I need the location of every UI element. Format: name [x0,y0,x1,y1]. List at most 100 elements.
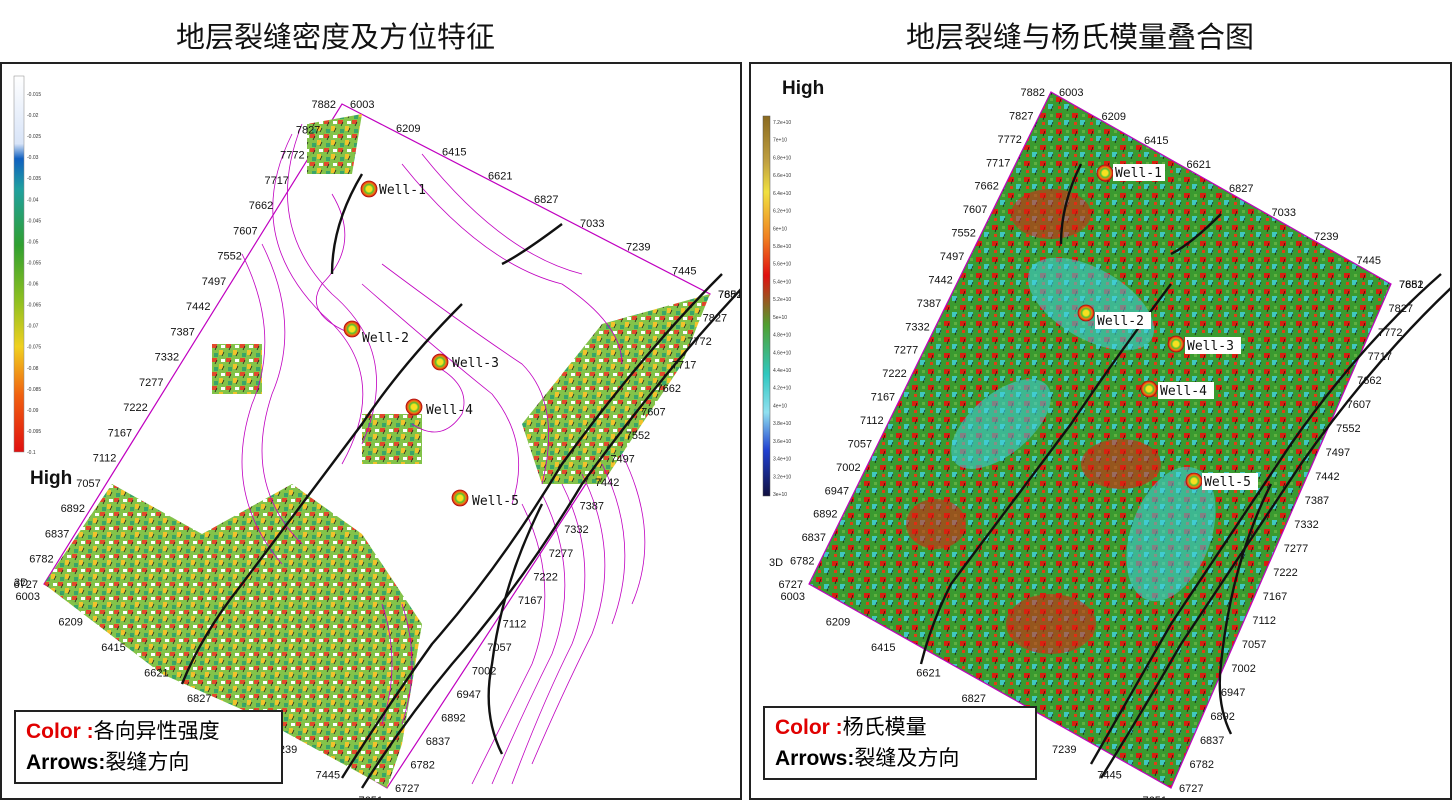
top-edge-label: 6415 [442,147,466,159]
well-1-label: Well-1 [379,183,426,198]
fracture-density-patches [44,114,710,788]
colorbar-tick-label: 5.8e+10 [773,244,791,250]
left-edge-label: 7057 [76,478,100,490]
colorbar-tick-label: 6.4e+10 [773,191,791,197]
map-axis-labels: 7882 7827 7772 7717 7662 7607 7552 7497 7442 7387… [14,99,740,798]
left-edge-label: 7442 [928,274,952,286]
right-edge-label: 7222 [1273,567,1297,579]
colorbar-tick-label: -0.08 [27,366,39,372]
left-edge-label: 7607 [963,204,987,216]
left-edge-label: 7882 [312,99,336,111]
colorbar-tick-label: 3.8e+10 [773,421,791,427]
legend-color-text: 杨氏模量 [842,715,927,739]
high-label: High [782,78,825,99]
top-edge-label: 6003 [1059,87,1083,99]
colorbar-tick-label: 5.4e+10 [773,279,791,285]
colorbar-tick-label: 3.2e+10 [773,474,791,480]
colorbar-tick-label: 4.8e+10 [773,333,791,339]
right-edge-label: 6892 [1210,711,1234,723]
well-3[interactable]: Well-3 [1167,335,1241,354]
right-edge-label: 7002 [1231,663,1255,675]
left-edge-label: 7662 [249,200,273,212]
left-edge-label: 7002 [836,462,860,474]
left-edge-label: 6947 [825,485,849,497]
right-edge-label: 7662 [656,383,680,395]
well-3-label: Well-3 [1187,339,1234,354]
colorbar-tick-label: -0.045 [27,218,41,224]
bottom-edge-label: 6621 [144,668,168,680]
well-4-label: Well-4 [1160,384,1207,399]
left-edge-label: 7057 [848,438,872,450]
colorbar-tick-label: -0.07 [27,324,39,330]
legend-arrows-text: 裂缝方向 [105,750,190,774]
colorbar-tick-label: -0.055 [27,260,41,266]
colorbar-tick-label: 6.8e+10 [773,155,791,161]
left-edge-label: 7772 [997,134,1021,146]
left-map-title: 地层裂缝密度及方位特征 [176,20,496,54]
right-edge-label: 7442 [1315,471,1339,483]
well-1[interactable]: Well-1 [360,180,426,198]
colorbar-tick-label: 5e+10 [773,315,787,321]
left-edge-label: 7552 [951,228,975,240]
right-edge-label: 7827 [1389,303,1413,315]
colorbar-tick-label: -0.075 [27,345,41,351]
right-edge-label: 7277 [1284,543,1308,555]
legend-color-key: Color : [26,720,94,743]
well-5[interactable]: Well-5 [1185,472,1258,490]
bottom-edge-label: 6827 [962,693,986,705]
bottom-edge-label: 7445 [316,770,340,782]
well-5[interactable]: Well-5 [451,489,519,509]
youngs-modulus-zones [906,189,1216,654]
right-edge-label: 7607 [1347,399,1371,411]
high-label: High [30,468,73,489]
left-map-canvas: -0.015 -0.02 -0.025 -0.03 -0.035 -0.04 -0.045 -… [14,75,740,798]
well-2[interactable]: Well-2 [1077,304,1151,329]
top-edge-label: 7651 [718,289,740,301]
right-edge-label: 6782 [1189,759,1213,771]
left-edge-label: 7442 [186,301,210,313]
well-2-label: Well-2 [362,331,409,346]
legend-arrows-text: 裂缝及方向 [854,746,960,770]
well-2[interactable]: Well-2 [343,320,409,346]
legend-arrows-key: Arrows: [775,747,855,770]
bottom-edge-label: 6415 [101,642,125,654]
right-edge-label: 7717 [1368,351,1392,363]
well-5-label: Well-5 [472,494,519,509]
corner-3d-label: 3D [14,577,28,589]
bottom-edge-label: 7651 [359,795,383,798]
right-edge-label: 7167 [518,595,542,607]
right-edge-label: 7002 [472,665,496,677]
colorbar-tick-label: -0.04 [27,197,39,203]
right-map-canvas: 7.2e+10 7e+10 6.8e+10 6.6e+10 6.4e+10 6.2e+10… [762,87,1450,798]
colorbar-tick-label: -0.015 [27,92,41,98]
colorbar-tick-label: 4.6e+10 [773,350,791,356]
fault-lines [180,173,740,789]
left-edge-label: 7112 [860,415,884,427]
left-edge-label: 7882 [1021,87,1045,99]
right-edge-label: 6837 [426,736,450,748]
bottom-edge-label: 7239 [1052,744,1076,756]
left-edge-label: 7222 [123,402,147,414]
well-4[interactable]: Well-4 [1140,380,1214,399]
well-4[interactable]: Well-4 [405,398,473,418]
top-edge-label: 6209 [1102,111,1126,123]
left-edge-label: 7772 [280,150,304,162]
left-edge-label: 7827 [296,124,320,136]
right-edge-label: 7607 [641,407,665,419]
top-edge-label: 6827 [534,194,558,206]
left-map-panel: -0.015 -0.02 -0.025 -0.03 -0.035 -0.04 -0.045 -… [0,62,742,800]
colorbar-tick-label: -0.025 [27,134,41,140]
bottom-edge-label: 7651 [1143,795,1167,798]
colorbar-tick-label: 3.4e+10 [773,457,791,463]
top-edge-label: 6621 [1187,159,1211,171]
bottom-edge-label: 6827 [187,693,211,705]
well-3[interactable]: Well-3 [431,353,499,371]
right-edge-label: 6727 [395,783,419,795]
left-edge-label: 7222 [882,368,906,380]
top-edge-label: 7239 [626,242,650,254]
right-edge-label: 7332 [564,524,588,536]
colorbar-tick-label: 3.6e+10 [773,439,791,445]
well-1[interactable]: Well-1 [1096,164,1165,182]
top-edge-label: 6621 [488,170,512,182]
legend-arrows-key: Arrows: [26,751,106,774]
